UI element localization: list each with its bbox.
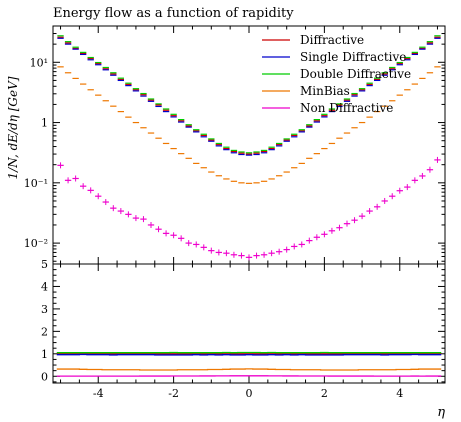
ratio-y-tick-label: 5	[41, 258, 48, 271]
y-tick-label: 10¹	[30, 56, 48, 69]
series-single-diffractive	[57, 37, 441, 156]
ratio-minbias	[56, 368, 442, 371]
legend-label-double-diffractive: Double Diffractive	[300, 67, 411, 81]
ratio-y-tick-label: 4	[41, 280, 48, 293]
legend-label-diffractive: Diffractive	[300, 33, 364, 47]
ratio-y-tick-label: 1	[41, 348, 48, 361]
ratio-y-tick-label: 2	[41, 325, 48, 338]
x-axis-label: η	[437, 405, 445, 420]
legend-label-non-diffractive: Non Diffractive	[300, 101, 393, 115]
main-plot-panel: 10⁻² 10⁻¹ 1 10¹	[24, 25, 446, 265]
y-tick-label: 10⁻¹	[24, 177, 48, 190]
series-diffractive	[57, 36, 441, 155]
y-axis-label: 1/N, dE/dη [GeV]	[6, 76, 20, 179]
y-tick-label: 10⁻²	[24, 237, 48, 250]
legend-label-single-diffractive: Single Diffractive	[300, 50, 406, 64]
x-tick-label: -2	[168, 387, 179, 400]
series-double-diffractive	[57, 35, 441, 154]
chart-title: Energy flow as a function of rapidity	[53, 6, 294, 21]
x-tick-label: -4	[93, 387, 104, 400]
ratio-y-tick-label: 3	[41, 303, 48, 316]
x-tick-label: 4	[396, 387, 403, 400]
ratio-plot-panel: -4 -2 0 2 4 0 1 2 3 4 5	[41, 258, 446, 400]
series-non-diffractive	[57, 156, 441, 261]
ratio-plot-frame	[52, 263, 446, 384]
y-tick-label: 1	[41, 117, 48, 130]
legend-label-minbias: MinBias	[300, 84, 350, 98]
legend: Diffractive Single Diffractive Double Diff…	[262, 33, 411, 115]
ratio-y-tick-label: 0	[41, 370, 48, 383]
x-tick-label: 2	[321, 387, 328, 400]
x-tick-label: 0	[246, 387, 253, 400]
series-minbias	[57, 66, 441, 184]
